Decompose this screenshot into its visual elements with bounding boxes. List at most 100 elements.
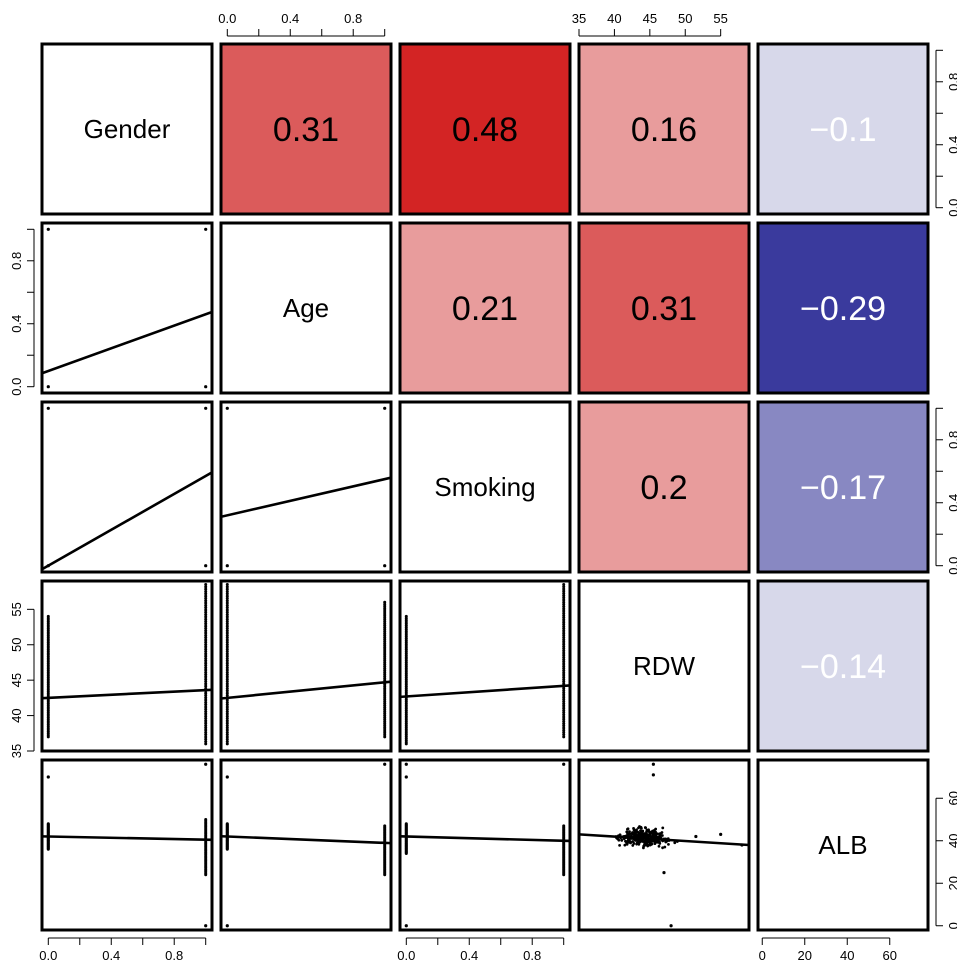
data-point: [204, 740, 208, 744]
data-point: [632, 827, 635, 830]
data-point: [562, 622, 566, 626]
corr-value-gender-rdw: 0.16: [631, 111, 697, 149]
data-point: [652, 830, 656, 834]
data-point: [634, 832, 638, 836]
axis-top-rdw: 35 40 45 50 55: [572, 11, 728, 37]
data-point: [618, 833, 622, 837]
data-point: [204, 631, 208, 635]
data-point: [562, 642, 566, 646]
tick-label: 50: [678, 11, 692, 26]
data-point: [225, 601, 229, 605]
data-point: [46, 822, 50, 826]
data-point: [225, 721, 229, 725]
data-point: [661, 846, 664, 850]
data-point: [204, 714, 208, 718]
data-point: [225, 684, 229, 688]
data-point: [204, 661, 208, 665]
tick-label: 35: [572, 11, 586, 26]
data-point: [204, 682, 208, 686]
data-point: [562, 662, 566, 666]
panel-frame: [398, 758, 572, 932]
axis-right-alb: 0 20 40 60: [935, 791, 957, 929]
corr-value-smoking-rdw: 0.2: [640, 469, 687, 507]
data-point: [628, 830, 631, 833]
axis-bottom-smoking: 0.0 0.4 0.8: [397, 937, 565, 962]
data-point: [204, 645, 208, 649]
data-point: [225, 700, 229, 704]
data-point: [204, 762, 208, 766]
data-point: [204, 227, 208, 231]
variable-label-smoking: Smoking: [434, 472, 535, 502]
data-point: [225, 636, 229, 640]
data-point: [225, 619, 229, 623]
data-point: [562, 677, 566, 681]
data-point: [627, 838, 630, 841]
data-point: [667, 843, 670, 846]
data-point: [673, 841, 677, 845]
data-point: [662, 871, 666, 875]
tick-label: 55: [9, 602, 24, 616]
data-point: [204, 647, 208, 651]
data-point: [204, 698, 208, 702]
data-point: [225, 710, 229, 714]
data-point: [383, 824, 387, 828]
data-point: [225, 726, 229, 730]
data-point: [562, 704, 566, 708]
data-point: [562, 638, 566, 642]
data-point: [204, 691, 208, 695]
data-point: [204, 668, 208, 672]
cell-fills: [221, 44, 928, 751]
tick-label: 60: [883, 948, 897, 962]
panel-frame: [398, 400, 572, 574]
fit-line: [42, 310, 212, 375]
corr-cell-gender-smoking: [400, 44, 570, 214]
data-point: [225, 691, 229, 695]
data-point: [225, 707, 229, 711]
data-point: [562, 680, 566, 684]
data-point: [225, 666, 229, 670]
data-point: [225, 406, 229, 410]
data-point: [225, 703, 229, 707]
data-point: [204, 818, 208, 821]
panel-frame: [756, 42, 930, 216]
data-point: [562, 655, 566, 659]
data-point: [661, 826, 665, 830]
axis-top-age: 0.0 0.4 0.8: [218, 11, 386, 37]
data-point: [562, 633, 566, 637]
data-point: [632, 842, 636, 845]
data-point: [562, 627, 566, 631]
data-point: [204, 707, 208, 711]
data-point: [562, 695, 566, 699]
data-point: [562, 624, 566, 628]
data-point: [630, 832, 634, 836]
data-point: [625, 842, 629, 846]
data-point: [204, 606, 208, 610]
data-point: [654, 827, 658, 831]
data-point: [46, 406, 50, 410]
data-point: [225, 712, 229, 716]
axis-bottom-alb: 0 20 40 60: [759, 937, 897, 962]
data-point: [225, 680, 229, 684]
data-point: [225, 585, 229, 589]
fit-line: [42, 688, 212, 700]
tick-label: 0: [946, 922, 957, 929]
data-point: [204, 723, 208, 727]
data-point: [225, 737, 229, 741]
data-point: [562, 730, 566, 734]
panel-contents: 0.31 0.48 0.16 −0.1 0.21 0.31 −0.29 0.2 −0.17 −0.…: [42, 111, 886, 928]
data-point: [645, 843, 649, 847]
data-point: [562, 700, 566, 704]
data-point: [562, 596, 566, 600]
data-point: [562, 629, 566, 633]
data-point: [562, 644, 566, 648]
data-point: [562, 609, 566, 613]
data-point: [562, 762, 566, 766]
data-point: [225, 652, 229, 656]
corr-value-smoking-alb: −0.17: [800, 469, 886, 507]
corr-value-age-smoking: 0.21: [452, 290, 518, 328]
data-point: [204, 726, 208, 730]
data-point: [46, 385, 50, 389]
data-point: [562, 722, 566, 726]
scatter-panel-rdw-vs-age: [221, 583, 391, 746]
data-point: [204, 603, 208, 607]
